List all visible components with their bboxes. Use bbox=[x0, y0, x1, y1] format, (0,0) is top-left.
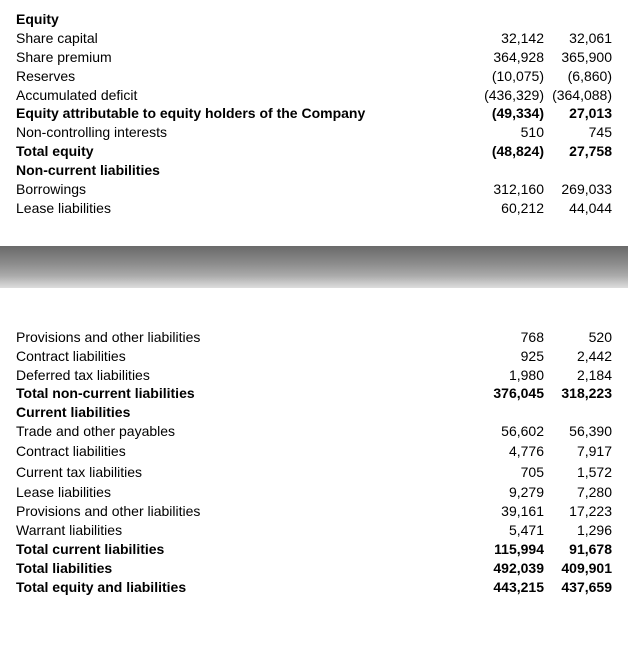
row-value-2: 27,013 bbox=[542, 104, 612, 123]
row-value-1: 39,161 bbox=[464, 502, 544, 521]
row-label: Accumulated deficit bbox=[16, 86, 464, 105]
table-row: Total equity(48,824)27,758 bbox=[16, 142, 612, 161]
row-value-1: (436,329) bbox=[464, 86, 544, 105]
row-value-1: 376,045 bbox=[464, 384, 544, 403]
row-value-1: 443,215 bbox=[464, 578, 544, 597]
row-value-2: 318,223 bbox=[542, 384, 612, 403]
subheader-label: Current liabilities bbox=[16, 403, 612, 422]
row-value-1: 312,160 bbox=[464, 180, 544, 199]
row-label: Borrowings bbox=[16, 180, 464, 199]
row-value-2: 269,033 bbox=[542, 180, 612, 199]
row-value-2: 7,280 bbox=[542, 483, 612, 502]
row-value-2: 56,390 bbox=[542, 422, 612, 441]
page-divider bbox=[0, 246, 628, 288]
row-label: Total current liabilities bbox=[16, 540, 464, 559]
table-row: Total current liabilities115,99491,678 bbox=[16, 540, 612, 559]
row-value-1: 115,994 bbox=[464, 540, 544, 559]
row-label: Reserves bbox=[16, 67, 464, 86]
row-label: Provisions and other liabilities bbox=[16, 502, 464, 521]
row-label: Equity attributable to equity holders of… bbox=[16, 104, 464, 123]
row-value-2: 27,758 bbox=[542, 142, 612, 161]
table-row: Total equity and liabilities443,215437,6… bbox=[16, 578, 612, 597]
row-value-2: 2,184 bbox=[542, 366, 612, 385]
table-row: Trade and other payables56,60256,390 bbox=[16, 422, 612, 441]
table-row: Total non-current liabilities376,045318,… bbox=[16, 384, 612, 403]
row-value-1: 4,776 bbox=[464, 441, 544, 462]
row-value-2: 17,223 bbox=[542, 502, 612, 521]
table-row: Share capital32,14232,061 bbox=[16, 29, 612, 48]
row-value-1: 925 bbox=[464, 347, 544, 366]
row-value-1: 60,212 bbox=[464, 199, 544, 218]
row-label: Total non-current liabilities bbox=[16, 384, 464, 403]
row-value-1: 9,279 bbox=[464, 483, 544, 502]
equity-section: Equity Share capital32,14232,061Share pr… bbox=[0, 0, 628, 228]
row-value-2: 2,442 bbox=[542, 347, 612, 366]
row-value-2: 44,044 bbox=[542, 199, 612, 218]
row-value-1: 768 bbox=[464, 328, 544, 347]
row-value-2: 365,900 bbox=[542, 48, 612, 67]
subheader-label: Non-current liabilities bbox=[16, 161, 612, 180]
row-value-1: 492,039 bbox=[464, 559, 544, 578]
liabilities-section: Provisions and other liabilities768520Co… bbox=[0, 318, 628, 607]
row-label: Total equity bbox=[16, 142, 464, 161]
row-label: Share premium bbox=[16, 48, 464, 67]
subheader-row: Current liabilities bbox=[16, 403, 612, 422]
section-header-label: Equity bbox=[16, 10, 612, 29]
row-label: Total equity and liabilities bbox=[16, 578, 464, 597]
table-row: Total liabilities492,039409,901 bbox=[16, 559, 612, 578]
row-value-1: (48,824) bbox=[464, 142, 544, 161]
row-value-2: (6,860) bbox=[542, 67, 612, 86]
subheader-row: Non-current liabilities bbox=[16, 161, 612, 180]
table-row: Deferred tax liabilities1,9802,184 bbox=[16, 366, 612, 385]
row-value-2: 91,678 bbox=[542, 540, 612, 559]
row-label: Share capital bbox=[16, 29, 464, 48]
row-value-2: (364,088) bbox=[542, 86, 612, 105]
table-row: Lease liabilities60,21244,044 bbox=[16, 199, 612, 218]
row-value-1: 56,602 bbox=[464, 422, 544, 441]
table-row: Reserves(10,075)(6,860) bbox=[16, 67, 612, 86]
row-value-1: (10,075) bbox=[464, 67, 544, 86]
row-value-2: 409,901 bbox=[542, 559, 612, 578]
table-row: Non-controlling interests510745 bbox=[16, 123, 612, 142]
table-row: Lease liabilities9,2797,280 bbox=[16, 483, 612, 502]
row-label: Contract liabilities bbox=[16, 347, 464, 366]
table-row: Equity attributable to equity holders of… bbox=[16, 104, 612, 123]
table-row: Borrowings312,160269,033 bbox=[16, 180, 612, 199]
row-label: Current tax liabilities bbox=[16, 462, 464, 483]
row-value-1: 364,928 bbox=[464, 48, 544, 67]
row-value-2: 1,572 bbox=[542, 462, 612, 483]
section-header-row: Equity bbox=[16, 10, 612, 29]
row-value-2: 1,296 bbox=[542, 521, 612, 540]
row-value-2: 520 bbox=[542, 328, 612, 347]
table-row: Contract liabilities9252,442 bbox=[16, 347, 612, 366]
row-label: Provisions and other liabilities bbox=[16, 328, 464, 347]
row-label: Deferred tax liabilities bbox=[16, 366, 464, 385]
row-value-1: 1,980 bbox=[464, 366, 544, 385]
table-row: Provisions and other liabilities768520 bbox=[16, 328, 612, 347]
row-value-1: (49,334) bbox=[464, 104, 544, 123]
table-row: Accumulated deficit(436,329)(364,088) bbox=[16, 86, 612, 105]
row-value-1: 510 bbox=[464, 123, 544, 142]
row-value-1: 32,142 bbox=[464, 29, 544, 48]
row-label: Warrant liabilities bbox=[16, 521, 464, 540]
row-value-1: 705 bbox=[464, 462, 544, 483]
table-row: Share premium364,928365,900 bbox=[16, 48, 612, 67]
row-label: Trade and other payables bbox=[16, 422, 464, 441]
row-value-2: 745 bbox=[542, 123, 612, 142]
table-row: Contract liabilities4,7767,917 bbox=[16, 441, 612, 462]
row-label: Total liabilities bbox=[16, 559, 464, 578]
row-value-2: 7,917 bbox=[542, 441, 612, 462]
row-value-1: 5,471 bbox=[464, 521, 544, 540]
table-row: Warrant liabilities5,4711,296 bbox=[16, 521, 612, 540]
row-label: Lease liabilities bbox=[16, 199, 464, 218]
table-row: Provisions and other liabilities39,16117… bbox=[16, 502, 612, 521]
row-label: Contract liabilities bbox=[16, 441, 464, 462]
row-label: Lease liabilities bbox=[16, 483, 464, 502]
row-value-2: 32,061 bbox=[542, 29, 612, 48]
table-row: Current tax liabilities7051,572 bbox=[16, 462, 612, 483]
row-label: Non-controlling interests bbox=[16, 123, 464, 142]
row-value-2: 437,659 bbox=[542, 578, 612, 597]
